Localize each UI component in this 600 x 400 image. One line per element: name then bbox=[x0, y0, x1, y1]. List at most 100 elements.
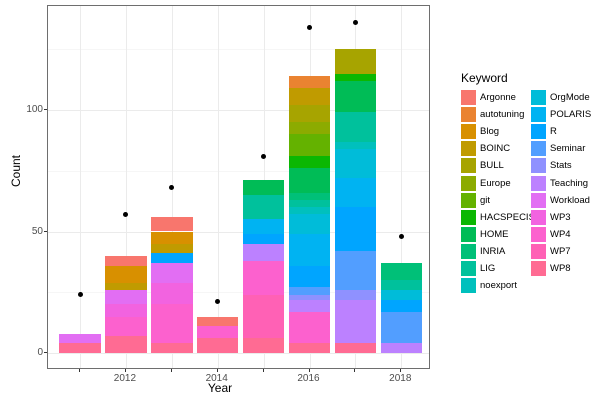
legend-item: Argonne bbox=[461, 89, 531, 106]
bar-segment-WP4 bbox=[196, 326, 239, 339]
legend-swatch-R bbox=[531, 124, 546, 140]
y-minor-gridline bbox=[48, 49, 429, 51]
bar-segment-Workload bbox=[151, 263, 193, 283]
legend-label: HACSPECIS bbox=[480, 211, 535, 223]
legend-item: BULL bbox=[461, 157, 531, 174]
legend: Keyword Argonne autotuning Blog BOINC BULL Eu… bbox=[461, 71, 597, 294]
bar-segment-OrgMode bbox=[288, 214, 331, 234]
legend-label: WP8 bbox=[550, 262, 571, 274]
bar-segment-WP8 bbox=[151, 343, 193, 353]
bar-segment-R bbox=[288, 265, 331, 288]
bar-segment-OrgMode bbox=[380, 289, 423, 300]
bar-segment-Teaching bbox=[380, 343, 423, 353]
x-gridline bbox=[401, 6, 403, 368]
bar-segment-Teaching bbox=[242, 243, 285, 261]
bar-segment-BOINC bbox=[288, 88, 331, 106]
legend-item: Teaching bbox=[531, 174, 597, 191]
bar-segment-BOINC bbox=[105, 282, 147, 290]
legend-label: INRIA bbox=[480, 245, 506, 257]
legend-label: Blog bbox=[480, 126, 500, 138]
legend-swatch-HOME bbox=[461, 226, 476, 242]
legend-swatch-LIG bbox=[461, 260, 476, 276]
bar-segment-Seminar bbox=[334, 250, 377, 290]
bar-segment-Workload bbox=[59, 333, 101, 344]
scatter-dot bbox=[123, 211, 129, 217]
x-gridline bbox=[125, 6, 127, 368]
legend-item: BOINC bbox=[461, 140, 531, 157]
bar-segment-HACSPECIS bbox=[334, 73, 377, 81]
bar-segment-BULL bbox=[334, 49, 377, 74]
bar-segment-HOME bbox=[334, 80, 377, 113]
bar-segment-HACSPECIS bbox=[288, 156, 331, 169]
legend-label: OrgMode bbox=[550, 92, 590, 104]
legend-label: Teaching bbox=[550, 177, 589, 189]
legend-item: OrgMode bbox=[531, 89, 597, 106]
scatter-dot bbox=[307, 24, 312, 30]
legend-label: WP7 bbox=[550, 245, 571, 257]
y-tick bbox=[44, 109, 47, 110]
bar-segment-WP8 bbox=[59, 343, 101, 353]
legend-item: R bbox=[531, 123, 597, 140]
bar-segment-HOME bbox=[288, 168, 331, 193]
bar-segment-WP4 bbox=[105, 316, 147, 336]
legend-swatch-WP3 bbox=[531, 209, 546, 225]
bar-segment-noexport bbox=[288, 207, 331, 215]
scatter-dot bbox=[169, 185, 175, 191]
bar-segment-WP3 bbox=[105, 304, 147, 317]
bar-segment-Stats bbox=[288, 294, 331, 300]
bar-segment-Workload bbox=[105, 289, 147, 305]
bar-segment-Seminar bbox=[288, 287, 331, 295]
legend-swatch-Seminar bbox=[531, 141, 546, 157]
bar-segment-R bbox=[380, 299, 423, 312]
legend-swatch-INRIA bbox=[461, 243, 476, 259]
y-tick bbox=[44, 230, 47, 232]
bar-segment-Seminar bbox=[380, 311, 423, 344]
bar-segment-noexport bbox=[334, 141, 377, 149]
scatter-dot bbox=[261, 153, 267, 159]
legend-swatch-OrgMode bbox=[531, 90, 546, 106]
x-tick bbox=[262, 369, 264, 372]
legend-label: POLARIS bbox=[550, 109, 592, 121]
y-tick bbox=[44, 352, 47, 353]
legend-items: Argonne autotuning Blog BOINC BULL Europe git H… bbox=[461, 89, 597, 294]
bar-segment-WP3 bbox=[151, 282, 193, 305]
legend-label: Workload bbox=[550, 194, 590, 206]
legend-item: noexport bbox=[461, 277, 531, 294]
x-axis-title: Year bbox=[207, 381, 233, 395]
legend-item: Blog bbox=[461, 123, 531, 140]
y-minor-gridline bbox=[48, 170, 429, 172]
bar-segment-Teaching bbox=[334, 299, 377, 344]
bar-segment-WP4 bbox=[242, 260, 285, 295]
bar-segment-BULL bbox=[288, 105, 331, 123]
legend-label: BOINC bbox=[480, 143, 511, 155]
bar-segment-Argonne bbox=[196, 316, 239, 327]
bar-segment-WP8 bbox=[105, 335, 147, 353]
legend-item: LIG bbox=[461, 260, 531, 277]
y-major-gridline bbox=[48, 231, 429, 233]
y-tick-label: 0 bbox=[37, 347, 43, 358]
legend-item: Seminar bbox=[531, 140, 597, 157]
legend-label: noexport bbox=[480, 280, 517, 292]
legend-swatch-Europe bbox=[461, 175, 476, 191]
bar-segment-autotuning bbox=[288, 75, 331, 89]
bar-segment-Teaching bbox=[288, 299, 331, 312]
legend-label: autotuning bbox=[480, 109, 525, 121]
scatter-dot bbox=[352, 20, 358, 26]
legend-label: Argonne bbox=[480, 92, 516, 104]
bar-segment-Blog bbox=[105, 265, 147, 283]
legend-item: Workload bbox=[531, 192, 597, 209]
bar-segment-Europe bbox=[288, 122, 331, 135]
bar-segment-LIG bbox=[334, 112, 377, 142]
legend-item: Stats bbox=[531, 157, 597, 174]
legend-swatch-Stats bbox=[531, 158, 546, 174]
legend-label: git bbox=[480, 194, 491, 206]
legend-swatch-Workload bbox=[531, 192, 546, 208]
x-tick bbox=[400, 369, 402, 372]
legend-swatch-noexport bbox=[461, 278, 476, 294]
legend-label: Europe bbox=[480, 177, 511, 189]
legend-item: WP4 bbox=[531, 226, 597, 243]
legend-item: autotuning bbox=[461, 106, 531, 123]
bar-segment-INRIA bbox=[288, 192, 331, 200]
x-gridline bbox=[217, 6, 219, 368]
